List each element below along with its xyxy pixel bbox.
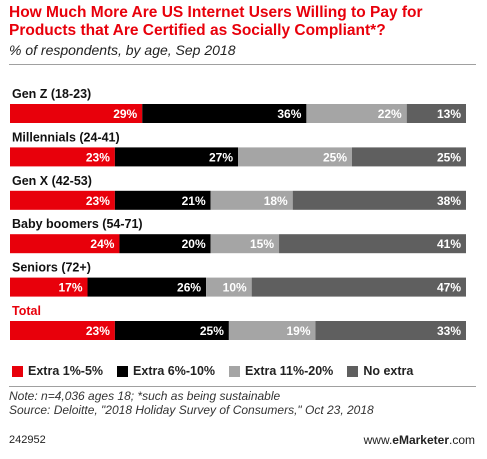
category-label: Millennials (24-41) bbox=[12, 130, 120, 144]
legend-label: No extra bbox=[363, 364, 414, 378]
category-label: Gen Z (18-23) bbox=[12, 87, 91, 101]
data-label: 17% bbox=[58, 281, 82, 295]
data-label: 23% bbox=[86, 324, 110, 338]
bar-segment bbox=[10, 321, 115, 340]
data-label: 19% bbox=[286, 324, 310, 338]
data-label: 23% bbox=[86, 194, 110, 208]
brand-logo: www.eMarketer.com bbox=[364, 433, 475, 447]
data-label: 36% bbox=[277, 107, 301, 121]
bar-segment bbox=[114, 147, 238, 167]
data-label: 15% bbox=[250, 237, 274, 251]
brand-suffix: .com bbox=[448, 433, 475, 447]
chart-source: Source: Deloitte, "2018 Holiday Survey o… bbox=[9, 403, 374, 417]
data-label: 29% bbox=[113, 107, 137, 121]
data-label: 20% bbox=[182, 237, 206, 251]
bar-segment bbox=[292, 190, 466, 210]
bar-segment bbox=[251, 277, 466, 297]
brand-prefix: www. bbox=[363, 433, 393, 447]
legend-swatch bbox=[12, 365, 23, 377]
bar-segment bbox=[210, 190, 293, 210]
category-label: Seniors (72+) bbox=[12, 261, 91, 275]
bar-segment bbox=[228, 321, 316, 340]
data-label: 13% bbox=[437, 107, 461, 121]
legend-item: Extra 1%-5% bbox=[12, 364, 103, 378]
chart-legend: Extra 1%-5% Extra 6%-10% Extra 11%-20% No e… bbox=[12, 364, 427, 378]
legend-item: Extra 6%-10% bbox=[117, 364, 215, 378]
bar-segment bbox=[119, 234, 211, 254]
bar-segment bbox=[142, 104, 307, 123]
stacked-bar-chart: Gen Z (18-23) 29% 36% 22% 13% Millennials (24… bbox=[10, 87, 466, 340]
legend-label: Extra 6%-10% bbox=[133, 364, 216, 378]
bar-segment bbox=[238, 147, 352, 167]
data-label: 38% bbox=[437, 194, 461, 208]
data-label: 10% bbox=[223, 281, 247, 295]
chart-note: Note: n=4,036 ages 18; *such as being su… bbox=[9, 389, 281, 403]
data-label: 25% bbox=[200, 324, 224, 338]
bar-segment bbox=[114, 190, 211, 210]
category-label: Total bbox=[12, 304, 41, 318]
bottom-divider bbox=[9, 386, 476, 387]
bar-segment bbox=[306, 104, 407, 123]
data-label: 22% bbox=[378, 107, 402, 121]
data-label: 27% bbox=[209, 150, 233, 164]
legend-label: Extra 1%-5% bbox=[28, 364, 104, 378]
legend-label: Extra 11%-20% bbox=[245, 364, 334, 378]
chart-title: How Much More Are US Internet Users Will… bbox=[9, 4, 423, 39]
bar-segment bbox=[315, 321, 466, 340]
data-label: 25% bbox=[437, 150, 461, 164]
bar-segment bbox=[406, 104, 466, 123]
chart-subtitle: % of respondents, by age, Sep 2018 bbox=[9, 42, 236, 58]
data-label: 47% bbox=[437, 281, 461, 295]
data-label: 18% bbox=[264, 194, 288, 208]
bar-segment bbox=[206, 277, 252, 297]
brand-name: eMarketer bbox=[392, 433, 449, 447]
bar-segment bbox=[10, 190, 115, 210]
bar-segment bbox=[10, 277, 88, 297]
data-label: 41% bbox=[437, 237, 461, 251]
data-label: 25% bbox=[323, 150, 347, 164]
legend-swatch bbox=[117, 365, 129, 377]
data-label: 23% bbox=[86, 150, 110, 164]
data-label: 21% bbox=[182, 194, 206, 208]
bar-segment bbox=[10, 104, 143, 123]
legend-swatch bbox=[347, 365, 359, 377]
category-label: Gen X (42-53) bbox=[12, 174, 92, 188]
bar-segment bbox=[114, 321, 229, 340]
legend-item: No extra bbox=[347, 364, 413, 378]
data-label: 24% bbox=[90, 237, 114, 251]
bar-segment bbox=[10, 234, 120, 254]
bar-segment bbox=[210, 234, 280, 254]
top-divider bbox=[9, 64, 476, 65]
legend-swatch bbox=[229, 365, 241, 377]
bar-segment bbox=[10, 147, 115, 167]
chart-id: 242952 bbox=[9, 434, 46, 446]
data-label: 26% bbox=[177, 281, 201, 295]
bar-segment bbox=[87, 277, 207, 297]
bar-segment bbox=[352, 147, 466, 167]
bar-segment bbox=[279, 234, 466, 254]
data-label: 33% bbox=[437, 324, 461, 338]
category-label: Baby boomers (54-71) bbox=[12, 217, 143, 231]
legend-item: Extra 11%-20% bbox=[229, 364, 333, 378]
